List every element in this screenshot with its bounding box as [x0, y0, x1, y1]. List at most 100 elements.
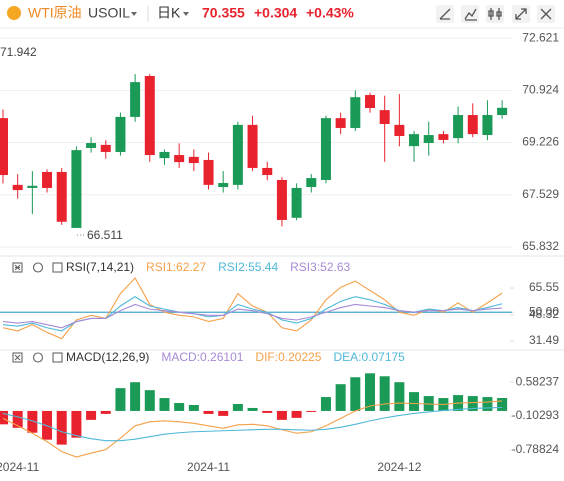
y-tick-label: 72.621	[522, 30, 559, 44]
indicator-title: MACD(12,26,9)	[66, 350, 149, 364]
candle-body	[0, 118, 8, 176]
candle-body	[188, 156, 199, 164]
low-annotation: 66.511	[87, 228, 123, 242]
histogram-bar	[291, 410, 302, 418]
candle-body	[453, 115, 464, 139]
candle-body	[56, 171, 67, 222]
indicator-title: RSI(7,14,21)	[66, 260, 134, 274]
period[interactable]: 日K	[157, 5, 181, 21]
histogram-bar	[276, 410, 287, 420]
histogram-bar	[232, 404, 243, 411]
legend-entry: RSI1:62.27	[146, 260, 206, 274]
header: WTI原油 USOIL 日K 70.355 +0.304 +0.43%	[7, 5, 555, 23]
close-icon[interactable]	[540, 8, 552, 20]
histogram-bar	[482, 397, 493, 411]
histogram-bar	[350, 377, 361, 411]
histogram-bar	[394, 382, 405, 411]
x-tick-label: 2024-11	[0, 460, 40, 474]
macd-close-mark[interactable]	[14, 354, 21, 361]
candle-body	[467, 115, 478, 135]
candle-body	[335, 118, 346, 128]
x-tick-label: 2024-11	[187, 460, 230, 474]
histogram-bar	[365, 373, 375, 411]
macd-settings-icon[interactable]	[32, 352, 44, 363]
series-line	[2, 277, 503, 340]
y-tick-label: -0.10293	[512, 408, 560, 422]
candle-body	[12, 184, 23, 191]
histogram-bar	[12, 410, 23, 428]
candle-body	[306, 178, 317, 188]
candle-body	[409, 134, 420, 147]
candle-body	[497, 107, 508, 116]
histogram-bar	[71, 410, 82, 438]
candle-body	[438, 134, 449, 140]
y-tick-label: 65.832	[522, 239, 559, 253]
candle-body	[218, 183, 229, 188]
legend-entry: DIF:0.20225	[255, 350, 321, 364]
rsi-settings-icon[interactable]	[32, 262, 44, 273]
histogram-bar	[379, 376, 390, 411]
candle-body	[174, 155, 185, 163]
histogram-bar	[320, 397, 331, 411]
candle-body	[203, 159, 214, 185]
change: +0.304	[254, 5, 297, 21]
indicator-icon[interactable]	[464, 8, 477, 21]
candle-body	[262, 167, 273, 176]
histogram-bar	[56, 410, 67, 445]
candle-body	[232, 124, 243, 185]
histogram-bar	[218, 410, 229, 416]
macd-collapse-icon[interactable]	[12, 352, 23, 363]
y-tick-label: 0.58237	[516, 374, 560, 388]
symbol-caret[interactable]	[131, 12, 137, 16]
histogram-bar	[0, 410, 8, 425]
histogram-bar	[159, 398, 170, 411]
candle-body	[320, 118, 331, 180]
series-line	[2, 406, 503, 442]
histogram-bar	[144, 390, 155, 411]
candle-body	[291, 187, 302, 218]
candle-body	[247, 124, 258, 168]
histogram-bar	[188, 405, 199, 411]
histogram-bar	[306, 410, 317, 412]
candle-body	[482, 115, 493, 136]
rsi-collapse-icon[interactable]	[12, 262, 23, 273]
candle-body	[27, 185, 38, 188]
candle-body	[276, 179, 287, 220]
legend-entry: DEA:0.07175	[333, 350, 405, 364]
instrument[interactable]: WTI原油	[28, 5, 82, 21]
candle-body	[144, 75, 155, 156]
histogram-bar	[27, 410, 38, 433]
y-tick-label: 31.49	[529, 333, 559, 347]
fullscreen-icon[interactable]	[515, 8, 527, 20]
histogram-bar	[115, 388, 126, 411]
histogram-bar	[203, 410, 214, 414]
histogram-bar	[467, 396, 478, 411]
y-tick-label: 70.924	[522, 82, 559, 96]
candle-body	[71, 150, 82, 228]
rsi-close-mark[interactable]	[14, 264, 21, 271]
draw-tool-icon[interactable]	[439, 8, 451, 20]
y-tick-label: 67.529	[522, 187, 559, 201]
y-tick-label: 50.00	[529, 304, 559, 318]
symbol[interactable]: USOIL	[88, 5, 130, 21]
candle-body	[365, 95, 375, 108]
histogram-bar	[497, 398, 508, 411]
candle-body	[159, 151, 170, 159]
candle-body	[100, 144, 111, 152]
y-tick-label: 69.226	[522, 135, 559, 149]
candle-body	[423, 135, 434, 144]
candle-body	[394, 124, 405, 136]
period-caret[interactable]	[183, 12, 189, 16]
y-tick-label: 48.32	[529, 307, 559, 321]
macd-add-icon[interactable]	[52, 352, 63, 363]
candle-type-icon[interactable]	[488, 8, 502, 20]
histogram-bar	[100, 410, 111, 414]
rsi-add-icon[interactable]	[52, 262, 63, 273]
histogram-bar	[335, 384, 346, 411]
legend-entry: RSI2:55.44	[218, 260, 278, 274]
histogram-bar	[247, 407, 258, 411]
legend-entry: RSI3:52.63	[290, 260, 350, 274]
series-line	[2, 303, 503, 329]
